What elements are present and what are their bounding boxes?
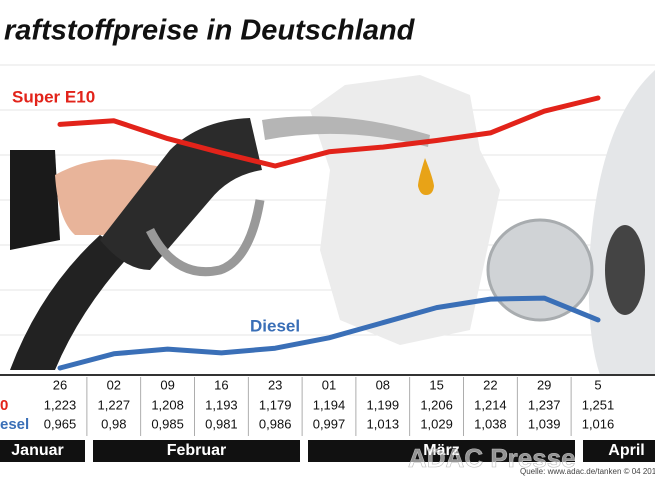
fuel-flap: [486, 218, 594, 322]
value-label: 1,194: [313, 397, 346, 412]
value-label: 1,214: [474, 397, 507, 412]
date-label: 29: [537, 377, 551, 392]
row-label: 0: [0, 397, 8, 414]
sleeve: [10, 150, 60, 250]
value-label: 1,223: [44, 397, 77, 412]
date-label: 23: [268, 377, 282, 392]
value-label: 1,251: [582, 397, 615, 412]
month-label: April: [608, 442, 644, 459]
value-label: 1,199: [367, 397, 400, 412]
trigger-guard: [145, 199, 265, 277]
value-label: 0,965: [44, 416, 77, 431]
germany-map: [310, 75, 500, 345]
month-bar: [583, 440, 655, 462]
value-label: 0,986: [259, 416, 292, 431]
date-label: 08: [376, 377, 390, 392]
value-label: 0,985: [151, 416, 184, 431]
value-label: 1,208: [151, 397, 184, 412]
date-label: 26: [53, 377, 67, 392]
value-label: 1,206: [420, 397, 453, 412]
month-label: Januar: [11, 442, 63, 459]
month-bar: [0, 440, 85, 462]
series-line: [57, 295, 601, 371]
spout: [262, 116, 430, 147]
value-label: 1,237: [528, 397, 561, 412]
date-label: 5: [594, 377, 601, 392]
value-label: 1,013: [367, 416, 400, 431]
value-label: 1,179: [259, 397, 292, 412]
hose: [10, 235, 130, 370]
series-label: Diesel: [250, 316, 300, 335]
value-label: 1,039: [528, 416, 561, 431]
nozzle-handle: [100, 118, 262, 270]
value-label: 1,029: [420, 416, 453, 431]
date-label: 09: [160, 377, 174, 392]
date-label: 22: [483, 377, 497, 392]
date-label: 01: [322, 377, 336, 392]
month-label: März: [423, 442, 459, 459]
row-label: esel: [0, 416, 29, 433]
value-label: 1,193: [205, 397, 238, 412]
value-label: 1,038: [474, 416, 507, 431]
chart-title: raftstoffpreise in Deutschland: [4, 15, 416, 47]
fuel-inlet: [605, 225, 645, 315]
fuel-drop: [418, 158, 434, 195]
value-label: 0,997: [313, 416, 346, 431]
watermark: ADAC Presse: [408, 443, 576, 473]
value-label: 1,016: [582, 416, 615, 431]
month-label: Februar: [167, 442, 227, 459]
date-label: 02: [107, 377, 121, 392]
value-label: 0,98: [101, 416, 126, 431]
date-label: 15: [429, 377, 443, 392]
series-line: [57, 95, 601, 169]
series-label: Super E10: [12, 87, 95, 106]
value-label: 1,227: [98, 397, 131, 412]
month-bar: [308, 440, 575, 462]
value-label: 0,981: [205, 416, 238, 431]
date-label: 16: [214, 377, 228, 392]
month-bar: [93, 440, 300, 462]
source: Quelle: www.adac.de/tanken © 04 2016 A: [520, 467, 655, 476]
